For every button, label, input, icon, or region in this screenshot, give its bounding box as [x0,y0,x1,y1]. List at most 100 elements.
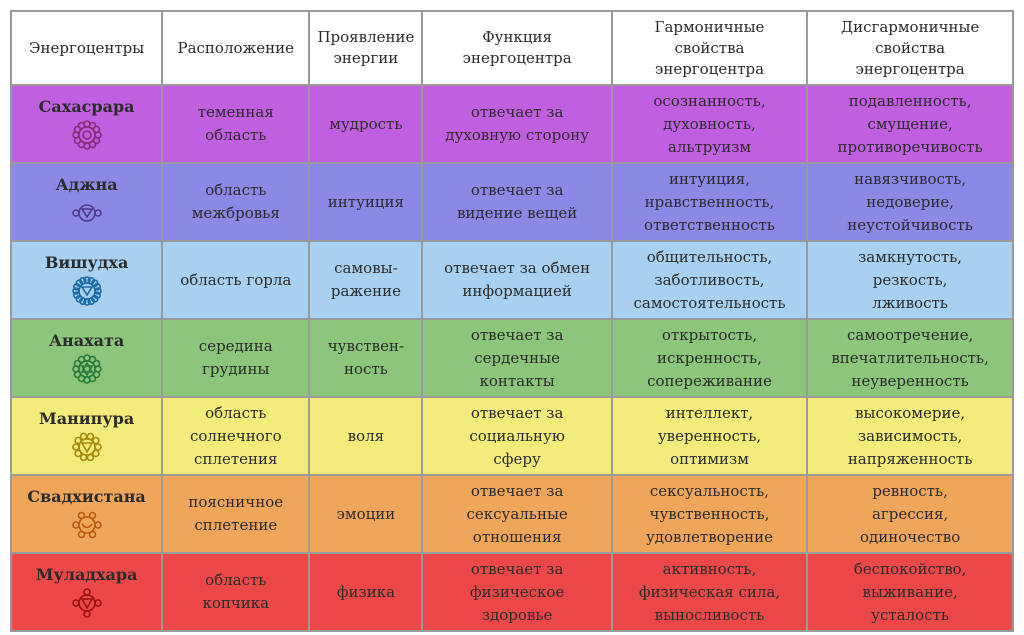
chakra-name: Анахата [48,330,125,350]
header-line: энергоцентра [654,59,765,78]
cell-line: смущение, [867,114,953,133]
harmonious-cell: интеллект, уверенность, оптимизм [610,396,809,476]
header-line: энергоцентра [855,59,965,78]
harmonious-cell: осознанность, духовность, альтруизм [610,84,809,164]
cell-line: отвечает за [470,325,564,344]
cell-line: осознанность, [653,91,766,110]
cell-line: сексуальность, [649,481,770,500]
cell-line: область горла [180,270,292,289]
location-cell: поясничное сплетение [161,474,311,554]
svadhisthana-lotus-icon [71,510,102,540]
cell-line: область [205,403,267,422]
cell-line: впечатлительность, [831,348,989,367]
function-cell: отвечает за обмен информацией [421,240,613,320]
cell-line: сердечные [474,348,560,367]
chakra-row: Аджна область межбровья интуиция отвечает за… [9,162,1014,242]
header-line: свойства [875,38,946,57]
cell-line: интуиция [327,192,405,211]
cell-line: отвечает за [470,403,564,422]
chakra-name-cell: Свадхистана [9,474,164,554]
function-cell: отвечает за физическое здоровье [421,552,613,632]
cell-line: общительность, [646,247,773,266]
cell-line: социальную [469,426,565,445]
cell-line: ответственность [644,215,775,234]
cell-line: отношения [472,527,562,546]
chakra-name: Свадхистана [27,486,146,506]
cell-line: отвечает за [470,559,564,578]
chakra-row: Свадхистана поясничное сплетение эмоции отве… [9,474,1014,554]
cell-line: высокомерие, [855,403,966,422]
cell-line: самовы- [334,259,398,277]
cell-line: область [205,571,267,589]
cell-line: отвечает за [470,481,564,500]
chakra-name: Аджна [55,174,118,194]
disharmonious-cell: навязчивость, недоверие, неустойчивость [806,162,1014,242]
cell-line: выносливость [654,605,765,624]
cell-line: чувственность, [649,504,770,523]
cell-line: агрессия, [871,504,949,523]
chakra-name: Муладхара [35,564,138,584]
cell-line: сплетения [194,449,278,468]
cell-line: здоровье [481,605,553,624]
cell-line: навязчивость, [854,169,967,188]
cell-line: физическое [469,582,565,601]
header-line: Гармоничные [654,17,765,36]
harmonious-cell: интуиция, нравственность, ответственность [610,162,809,242]
chakra-row: Муладхара область копчика физика отвечает за… [9,552,1014,632]
chakra-name-cell: Аджна [9,162,164,242]
cell-line: сопереживание [647,371,772,390]
manipura-lotus-icon [71,432,102,462]
cell-line: ность [343,360,388,378]
cell-line: беспокойство, [853,559,967,578]
table-body: Сахасрара теменная область мудрость отвечает… [9,84,1014,632]
disharmonious-cell: высокомерие, зависимость, напряженность [806,396,1014,476]
cell-line: видение вещей [456,204,578,222]
cell-line: неуверенность [851,371,969,390]
cell-line: противоречивость [837,137,983,156]
cell-line: теменная [197,103,274,121]
chakra-row: Сахасрара теменная область мудрость отвечает… [9,84,1014,164]
cell-line: информацией [462,282,572,300]
chakra-name-cell: Муладхара [9,552,164,632]
cell-line: недоверие, [866,192,954,211]
cell-line: лживость [872,293,948,312]
cell-line: удовлетворение [645,527,774,546]
header-location: Расположение [161,10,311,86]
header-line: энергии [333,49,399,67]
cell-line: замкнутость, [858,247,963,266]
cell-line: неустойчивость [847,215,973,234]
chakra-name: Манипура [39,408,135,428]
cell-line: ревность, [872,481,948,500]
cell-line: ражение [330,282,401,300]
cell-line: выживание, [862,582,958,601]
sahasrara-lotus-icon [71,119,102,150]
cell-line: область [205,181,267,199]
chakra-name: Вишудха [44,252,129,272]
cell-line: воля [347,426,385,445]
cell-line: подавленность, [848,91,972,110]
cell-line: оптимизм [670,449,749,468]
cell-line: нравственность, [644,192,775,211]
cell-line: духовность, [663,114,756,133]
header-line: Функция [482,28,552,46]
vishuddha-lotus-icon [71,275,102,306]
location-cell: область горла [161,240,311,320]
cell-line: межбровья [191,204,280,222]
disharmonious-cell: подавленность, смущение, противоречивость [806,84,1014,164]
cell-line: эмоции [336,504,396,523]
header-line: Проявление [317,28,415,46]
cell-line: интуиция, [668,169,750,188]
harmonious-cell: открытость, искренность, сопереживание [610,318,809,398]
cell-line: сплетение [194,516,278,534]
cell-line: отвечает за [470,103,564,121]
location-cell: середина грудины [161,318,311,398]
header-line: Энергоцентры [29,38,145,57]
cell-line: копчика [202,594,270,612]
header-line: Дисгармоничные [840,17,980,36]
disharmonious-cell: замкнутость, резкость, лживость [806,240,1014,320]
cell-line: область [205,126,267,144]
manifestation-cell: мудрость [308,84,424,164]
cell-line: одиночество [859,527,961,546]
location-cell: область солнечного сплетения [161,396,311,476]
cell-line: отвечает за обмен [444,259,591,277]
